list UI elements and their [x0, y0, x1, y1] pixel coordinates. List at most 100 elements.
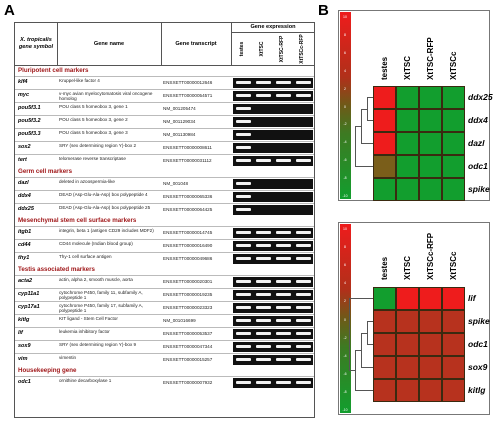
gene-name: integrin, beta 1 (antigen CD29 includes … — [59, 228, 154, 233]
gel-band — [256, 107, 271, 110]
table-row: sox2 SRY (sex determining region Y)-box 2… — [15, 141, 314, 154]
heatmap-row-label: lif — [468, 293, 476, 303]
heatmap-cell — [442, 287, 465, 310]
table-row: ddx25 DEAD (Asp-Glu-Ala-Asp) box polypept… — [15, 203, 314, 216]
gel-band — [256, 81, 271, 84]
gene-name: v-myc avian myelocytomatosis viral oncog… — [59, 91, 153, 102]
gel-band — [256, 94, 271, 97]
gel-band — [296, 159, 311, 162]
gene-name: actin, alpha 2, smooth muscle, aorta — [59, 277, 133, 282]
gel-image — [233, 117, 313, 127]
scale-label: 2 — [344, 86, 346, 91]
table-row: kitlg KIT ligand - Stem Cell Factor NM_001… — [15, 314, 314, 327]
table-row: thy1 Thy-1 cell surface antigen ENSXETT000… — [15, 252, 314, 265]
gene-transcript: ENSXETT00000008611 — [163, 145, 212, 150]
gel-band — [256, 332, 271, 335]
gel-band — [256, 293, 271, 296]
gel-image — [233, 78, 313, 88]
heatmap-cell — [442, 155, 465, 178]
scale-label: -4 — [343, 353, 347, 358]
dendrogram-branch — [355, 126, 356, 167]
heatmap-column-label: XtTSCc — [448, 251, 458, 280]
gel-band — [256, 244, 271, 247]
gel-band — [296, 332, 311, 335]
table-header: X. tropicalis gene symbol Gene name Gene… — [15, 23, 315, 66]
gel-band — [276, 231, 291, 234]
gel-band — [276, 195, 291, 198]
table-row: cyp17a1 cytochrome P450, family 17, subfa… — [15, 301, 314, 314]
gel-band — [276, 257, 291, 260]
heatmap-cell — [442, 109, 465, 132]
scale-label: 10 — [343, 15, 347, 19]
dendrogram-branch — [367, 321, 368, 345]
table-row: acta2 actin, alpha 2, smooth muscle, aort… — [15, 275, 314, 288]
heatmap-cell — [373, 178, 396, 201]
gene-name: KIT ligand - Stem Cell Factor — [59, 316, 118, 321]
gel-band — [256, 208, 271, 211]
scale-label: -8 — [343, 176, 347, 181]
gene-transcript: NM_001205474 — [163, 106, 196, 111]
gel-band — [236, 381, 251, 384]
gene-transcript: NM_001130984 — [163, 132, 196, 137]
heatmap-cell — [419, 109, 442, 132]
header-expression: Gene expression — [250, 24, 296, 30]
heatmap-column-label: XtTSCc — [448, 51, 458, 80]
gene-transcript: ENSXETT00000016490 — [163, 243, 213, 248]
gel-band — [256, 280, 271, 283]
gel-band — [236, 182, 251, 185]
gel-image — [233, 329, 313, 339]
gene-transcript: NM_001048 — [163, 181, 189, 186]
heatmap-cell — [419, 333, 442, 356]
gel-band — [296, 182, 311, 185]
dendrogram-branch — [361, 333, 362, 368]
heatmap-cell — [442, 178, 465, 201]
gene-symbol: sox2 — [18, 144, 31, 150]
gel-image — [233, 277, 313, 287]
panel-b-letter: B — [318, 2, 329, 19]
table-row: ddx4 DEAD (Asp-Glu-Ala-Asp) box polypepti… — [15, 190, 314, 203]
heatmap-cell — [396, 379, 419, 402]
gel-band — [296, 195, 311, 198]
section-title: Mesenchymal stem cell surface markers — [18, 217, 137, 224]
gel-band — [236, 208, 251, 211]
lane-label: XtTSC-RFP — [279, 35, 285, 63]
dendrogram-branch — [361, 367, 373, 368]
gel-band — [236, 146, 251, 149]
gel-band — [276, 319, 291, 322]
gel-band — [276, 358, 291, 361]
color-scale-bar: 10 8 6 4 2 0 -2 -4 -6 -8 -10 — [340, 12, 351, 199]
heatmap-cell — [396, 178, 419, 201]
scale-label: -8 — [343, 389, 347, 394]
heatmap-cell — [396, 132, 419, 155]
heatmap-cell — [373, 287, 396, 310]
gel-band — [276, 120, 291, 123]
scale-label: -2 — [343, 335, 347, 340]
gene-name: cytochrome P450, family 11, subfamily A,… — [59, 290, 143, 301]
gene-name: cytochrome P450, family 17, subfamily A,… — [59, 303, 143, 314]
heatmap-cell — [419, 178, 442, 201]
lane-label: XtTSCc-RFP — [299, 34, 305, 64]
gene-symbol: vim — [18, 356, 28, 362]
dendrogram-branch — [367, 120, 373, 121]
gel-band — [276, 133, 291, 136]
heatmap-row-label: odc1 — [468, 161, 488, 171]
gel-band — [296, 120, 311, 123]
table-row: sox9 SRY (sex determining region Y)-box 9… — [15, 340, 314, 353]
gene-symbol: odc1 — [18, 379, 31, 385]
heatmap-cell — [442, 356, 465, 379]
gene-transcript: NM_001129034 — [163, 119, 196, 124]
gene-transcript: ENSXETT00000014745 — [163, 230, 213, 235]
gene-transcript: ENSXETT00000064425 — [163, 207, 213, 212]
gene-name: POU class 5 homeobox 3, gene 2 — [59, 117, 128, 122]
gel-image — [233, 254, 313, 264]
gel-image — [233, 130, 313, 140]
heatmap-cell — [396, 155, 419, 178]
heatmap-row-label: dazl — [468, 138, 485, 148]
table-row: dazl deleted in azoospermia-like NM_001048 — [15, 177, 314, 190]
heatmap-cell — [373, 379, 396, 402]
gel-band — [236, 231, 251, 234]
heatmap-cell — [396, 356, 419, 379]
gel-band — [256, 133, 271, 136]
gel-image — [233, 104, 313, 114]
heatmap-column-label: XtTSCc-RFP — [425, 232, 435, 280]
